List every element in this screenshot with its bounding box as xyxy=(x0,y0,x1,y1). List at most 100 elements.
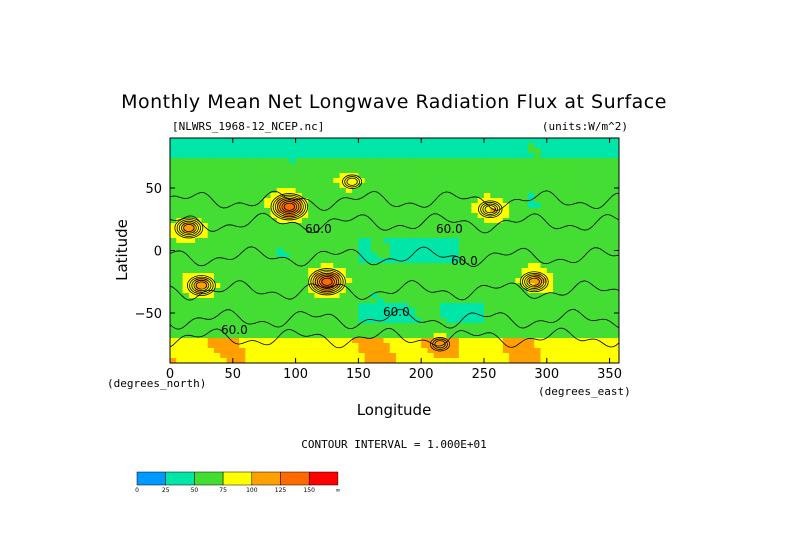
heatmap-cell xyxy=(207,203,215,209)
heatmap-cell xyxy=(452,243,460,249)
heatmap-cell xyxy=(584,223,592,229)
heatmap-cell xyxy=(396,213,403,219)
heatmap-cell xyxy=(502,333,510,339)
heatmap-cell xyxy=(483,173,491,179)
heatmap-cell xyxy=(603,318,611,324)
heatmap-cell xyxy=(490,328,498,334)
heatmap-cell xyxy=(502,248,510,254)
heatmap-cell xyxy=(496,343,504,349)
heatmap-cell xyxy=(370,173,378,179)
heatmap-cell xyxy=(283,208,290,214)
heatmap-cell xyxy=(345,183,353,189)
heatmap-cell xyxy=(414,283,422,289)
heatmap-cell xyxy=(615,353,619,359)
heatmap-cell xyxy=(597,288,604,294)
heatmap-cell xyxy=(609,318,617,324)
heatmap-cell xyxy=(615,343,619,349)
heatmap-cell xyxy=(364,173,372,179)
heatmap-cell xyxy=(515,263,523,269)
heatmap-cell xyxy=(308,328,316,334)
heatmap-cell xyxy=(465,293,473,299)
heatmap-cell xyxy=(352,348,359,354)
heatmap-cell xyxy=(597,203,604,209)
heatmap-cell xyxy=(176,343,184,349)
heatmap-cell xyxy=(502,143,510,149)
heatmap-cell xyxy=(377,273,385,279)
heatmap-cell xyxy=(534,138,542,144)
heatmap-cell xyxy=(546,288,554,294)
heatmap-cell xyxy=(370,258,378,264)
heatmap-cell xyxy=(421,163,429,169)
heatmap-cell xyxy=(571,318,579,324)
heatmap-cell xyxy=(257,323,265,329)
heatmap-cell xyxy=(220,358,228,363)
heatmap-cell xyxy=(440,213,447,219)
heatmap-cell xyxy=(239,323,246,329)
heatmap-cell xyxy=(270,293,278,299)
heatmap-cell xyxy=(257,288,265,294)
heatmap-cell xyxy=(301,153,309,159)
heatmap-cell xyxy=(490,308,498,314)
heatmap-cell xyxy=(534,263,542,269)
heatmap-cell xyxy=(276,243,284,249)
heatmap-cell xyxy=(251,333,259,339)
heatmap-cell xyxy=(571,163,579,169)
heatmap-cell xyxy=(389,308,397,314)
heatmap-cell xyxy=(483,188,491,194)
heatmap-cell xyxy=(534,188,542,194)
heatmap-cell xyxy=(534,178,542,184)
heatmap-cell xyxy=(502,193,510,199)
heatmap-cell xyxy=(383,143,391,149)
heatmap-cell xyxy=(521,343,529,349)
heatmap-cell xyxy=(207,298,215,304)
heatmap-cell xyxy=(483,343,491,349)
heatmap-cell xyxy=(609,283,617,289)
heatmap-cell xyxy=(257,168,265,174)
heatmap-cell xyxy=(477,263,485,269)
heatmap-cell xyxy=(383,228,391,234)
heatmap-cell xyxy=(333,313,341,319)
x-tick-label: 250 xyxy=(472,367,497,382)
heatmap-cell xyxy=(421,273,429,279)
heatmap-cell xyxy=(195,143,202,149)
heatmap-cell xyxy=(339,303,347,309)
heatmap-cell xyxy=(289,163,297,169)
heatmap-cell xyxy=(358,228,366,234)
heatmap-cell xyxy=(483,148,491,154)
heatmap-cell xyxy=(289,253,297,259)
heatmap-cell xyxy=(358,138,366,144)
heatmap-cell xyxy=(559,183,567,189)
axis-ticks xyxy=(169,138,619,363)
heatmap-cell xyxy=(427,293,435,299)
heatmap-cell xyxy=(584,308,592,314)
heatmap-cell xyxy=(609,343,617,349)
heatmap-cell xyxy=(188,238,196,244)
heatmap-cell xyxy=(521,218,529,224)
heatmap-cell xyxy=(289,293,297,299)
heatmap-cell xyxy=(283,163,290,169)
heatmap-cell xyxy=(597,193,604,199)
heatmap-cell xyxy=(170,243,177,249)
heatmap-cell xyxy=(370,148,378,154)
heatmap-cell xyxy=(389,243,397,249)
heatmap-cell xyxy=(370,253,378,259)
heatmap-cell xyxy=(364,288,372,294)
heatmap-cell xyxy=(402,183,410,189)
heatmap-cell xyxy=(396,193,403,199)
heatmap-cell xyxy=(483,143,491,149)
heatmap-cell xyxy=(370,273,378,279)
heatmap-cell xyxy=(251,318,259,324)
heatmap-cell xyxy=(245,258,253,264)
heatmap-cell xyxy=(170,323,177,329)
heatmap-cell xyxy=(176,323,184,329)
heatmap-cell xyxy=(521,233,529,239)
heatmap-cell xyxy=(339,323,347,329)
heatmap-cell xyxy=(176,198,184,204)
heatmap-cell xyxy=(220,163,228,169)
heatmap-cell xyxy=(308,343,316,349)
heatmap-cell xyxy=(440,148,447,154)
heatmap-cell xyxy=(170,228,177,234)
heatmap-cell xyxy=(546,338,554,344)
heatmap-cell xyxy=(603,278,611,284)
heatmap-cell xyxy=(571,208,579,214)
